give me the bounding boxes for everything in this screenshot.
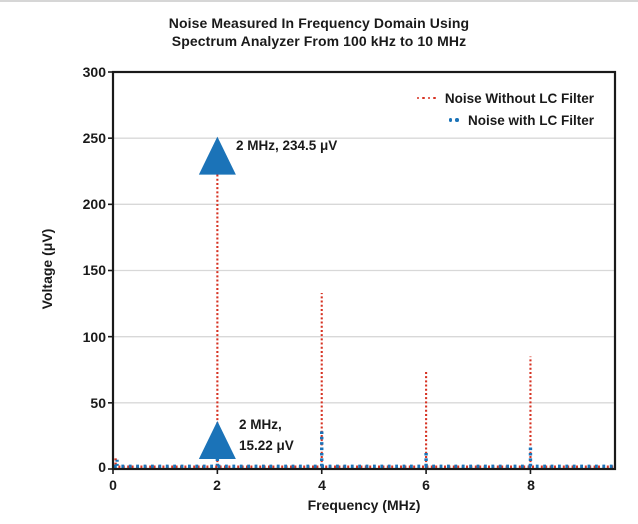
y-tick-0: 0: [98, 459, 106, 475]
chart-legend: Noise Without LC Filter Noise with LC Fi…: [416, 87, 594, 131]
y-axis-label: Voltage (μV): [39, 228, 55, 310]
y-tick-100: 100: [82, 329, 106, 345]
legend-item-noise-with-lc-filter: Noise with LC Filter: [417, 109, 594, 131]
y-tick-150: 150: [82, 262, 106, 278]
legend-item-noise-without-lc-filter: Noise Without LC Filter: [416, 87, 594, 109]
blue-dotted-line-icon: [448, 118, 459, 122]
annotation-peak-15: 2 MHz, 15.22 μV: [239, 414, 294, 456]
y-tick-300: 300: [82, 64, 106, 80]
x-tick-2: 2: [213, 477, 221, 493]
up-triangle-marker-icon: [198, 421, 236, 459]
x-tick-8: 8: [527, 477, 535, 493]
y-tick-200: 200: [82, 196, 106, 212]
annotation-line: 2 MHz,: [239, 417, 282, 432]
legend-label: Noise with LC Filter: [467, 112, 594, 128]
up-triangle-marker-icon: [198, 136, 236, 175]
x-tick-4: 4: [318, 477, 326, 493]
chart-title-line-1: Noise Measured In Frequency Domain Using: [168, 15, 470, 31]
chart-title: Noise Measured In Frequency Domain Using…: [0, 14, 638, 50]
annotation-line: 15.22 μV: [239, 438, 294, 453]
annotation-peak-234: 2 MHz, 234.5 μV: [236, 135, 337, 156]
y-tick-50: 50: [90, 395, 106, 411]
annotation-line: 2 MHz, 234.5 μV: [236, 138, 338, 153]
chart-title-line-2: Spectrum Analyzer From 100 kHz to 10 MHz: [171, 33, 467, 49]
x-axis-label: Frequency (MHz): [307, 497, 421, 513]
legend-label: Noise Without LC Filter: [444, 90, 594, 106]
x-tick-0: 0: [109, 477, 117, 493]
red-dotted-line-icon: [416, 96, 436, 100]
x-tick-6: 6: [422, 477, 430, 493]
y-tick-250: 250: [82, 130, 106, 146]
